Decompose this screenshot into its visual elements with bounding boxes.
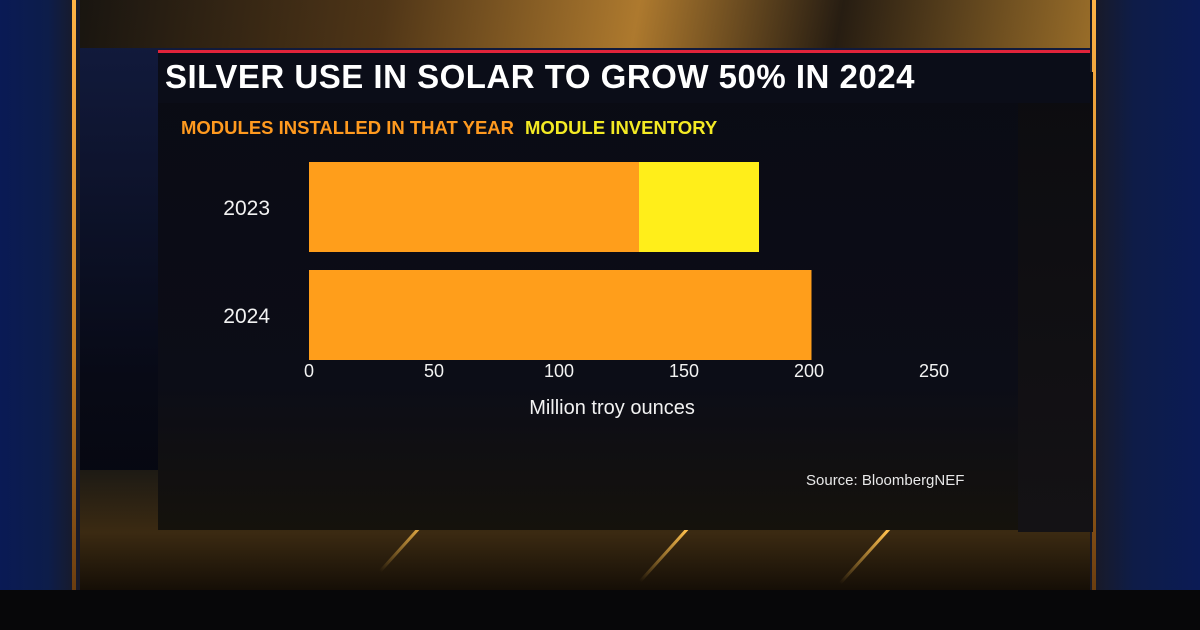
source-note: Source: BloombergNEF	[806, 472, 965, 489]
category-label-2023: 2023	[223, 197, 270, 220]
bar-2023-series-0	[309, 162, 639, 252]
x-tick-label-250: 250	[919, 361, 949, 381]
title-bar	[158, 50, 1090, 103]
legend-inventory: MODULE INVENTORY	[525, 117, 717, 139]
x-tick-label-150: 150	[669, 361, 699, 381]
x-tick-label-200: 200	[794, 361, 824, 381]
chart-title: SILVER USE IN SOLAR TO GROW 50% IN 2024	[165, 58, 915, 95]
side-screen	[1018, 72, 1093, 532]
x-tick-label-100: 100	[544, 361, 574, 381]
x-axis-label: Million troy ounces	[529, 397, 695, 419]
bar-2023-series-1	[639, 162, 759, 252]
ceiling-lights	[80, 0, 1090, 48]
legend-installed: MODULES INSTALLED IN THAT YEAR	[181, 117, 514, 139]
legend-installed-label: MODULES INSTALLED IN THAT YEAR	[181, 117, 514, 138]
left-pillar	[72, 0, 76, 590]
right-video-wall	[1090, 0, 1200, 630]
x-tick-label-0: 0	[304, 361, 314, 381]
left-video-wall	[0, 0, 80, 630]
x-tick-label-50: 50	[424, 361, 444, 381]
studio-foreground	[0, 590, 1200, 630]
legend-inventory-label: MODULE INVENTORY	[525, 117, 718, 138]
right-pillar	[1092, 0, 1096, 590]
bar-2024-series-0	[309, 270, 812, 360]
category-label-2024: 2024	[223, 305, 270, 328]
